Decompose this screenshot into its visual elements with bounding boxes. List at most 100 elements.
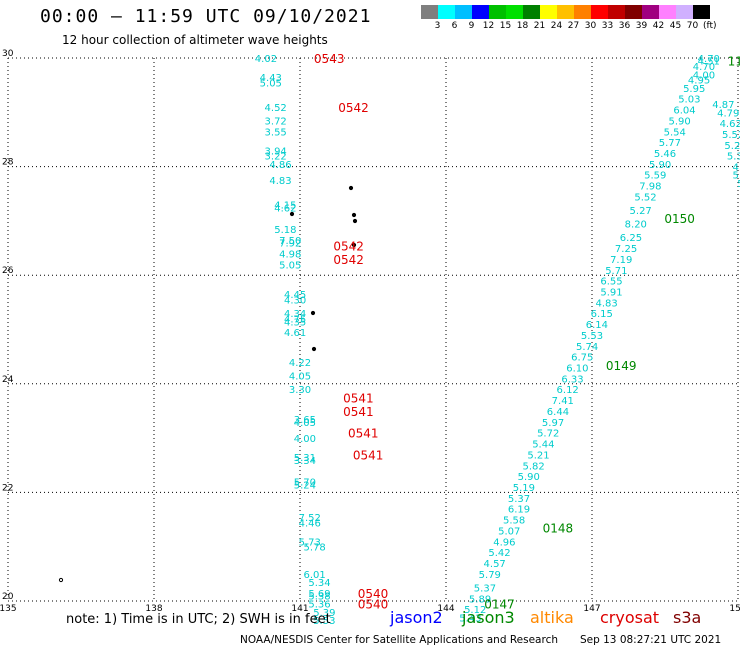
colorbar-label: 24 — [550, 21, 563, 31]
pass-time-label: 0542 — [333, 239, 364, 253]
swh-value-label: 7.19 — [610, 255, 632, 266]
swh-value-label: 5.59 — [644, 171, 666, 182]
colorbar-swatch — [557, 5, 574, 19]
swh-value-label: 4.30 — [284, 296, 306, 307]
swh-value-label: 6.01 — [303, 570, 325, 581]
footer-note: note: 1) Time is in UTC; 2) SWH is in fe… — [66, 612, 331, 627]
swh-value-label: 4.79 — [717, 108, 739, 119]
swh-value-label: 6.19 — [508, 505, 530, 516]
coastline-mark — [351, 242, 357, 248]
swh-value-label: 5.82 — [522, 461, 544, 472]
swh-value-label: 5.53 — [313, 616, 335, 627]
swh-value-label: 5.07 — [498, 526, 520, 537]
colorbar-swatch — [506, 5, 523, 19]
colorbar-swatch — [523, 5, 540, 19]
colorbar — [421, 5, 710, 19]
swh-value-label: 5.37 — [508, 494, 530, 505]
swh-value-label: 5.18 — [274, 225, 296, 236]
swh-value-label: 5.12 — [464, 605, 486, 616]
swh-value-label: 3.30 — [289, 385, 311, 396]
swh-value-label: 4.83 — [595, 298, 617, 309]
swh-value-label: 5.05 — [279, 260, 301, 271]
pass-time-label: 0148 — [543, 522, 574, 536]
swh-value-label: 8.20 — [625, 220, 647, 231]
swh-value-label: 4.70 — [698, 54, 720, 65]
swh-value-label: 5.54 — [664, 127, 686, 138]
swh-value-label: 5.70 — [294, 478, 316, 489]
swh-value-label: 7.41 — [552, 396, 574, 407]
legend-s3a: s3a — [673, 608, 702, 627]
swh-value-label: 5.43 — [459, 613, 481, 624]
colorbar-label: 3 — [434, 21, 441, 31]
colorbar-label: 6 — [451, 21, 458, 31]
pass-time-label: 0147 — [484, 598, 515, 612]
swh-value-label: 6.14 — [586, 320, 608, 331]
pass-time-label: 0540 — [358, 598, 389, 612]
colorbar-label: 30 — [584, 21, 597, 31]
swh-value-label: 5.19 — [513, 483, 535, 494]
swh-value-label: 5.72 — [537, 429, 559, 440]
swh-value-label: 5.36 — [308, 600, 330, 611]
swh-value-label: 5.52 — [722, 130, 740, 141]
swh-value-label: 5.24 — [294, 480, 316, 491]
swh-value-label: 6.15 — [591, 309, 613, 320]
swh-value-label: 5.39 — [313, 608, 335, 619]
swh-value-label: 6.75 — [571, 353, 593, 364]
swh-value-label: 5.79 — [479, 570, 501, 581]
chart-title: 00:00 — 11:59 UTC 09/10/2021 — [40, 6, 372, 27]
swh-value-label: 6.33 — [561, 374, 583, 385]
swh-value-label: 5.34 — [308, 578, 330, 589]
swh-value-label: 4.02 — [255, 54, 277, 65]
pass-time-label: 0540 — [358, 587, 389, 601]
swh-value-label: 4.83 — [269, 176, 291, 187]
colorbar-swatch — [642, 5, 659, 19]
swh-value-label: 4.00 — [294, 434, 316, 445]
swh-value-label: 4.98 — [279, 249, 301, 260]
swh-value-label: 5.42 — [488, 548, 510, 559]
swh-value-label: 6.10 — [566, 364, 588, 375]
swh-value-label: 5.90 — [649, 160, 671, 171]
colorbar-label: 70 — [686, 21, 699, 31]
colorbar-labels: 3 6 9 12 15 18 21 24 27 30 33 36 39 42 45 70 (ft) — [421, 21, 717, 31]
pass-time-label: 0149 — [606, 359, 637, 373]
swh-value-label: 3.72 — [265, 116, 287, 127]
colorbar-swatch — [625, 5, 642, 19]
swh-value-label: 3.22 — [265, 152, 287, 163]
y-tick-label: 24 — [2, 375, 14, 385]
swh-value-label: 4.43 — [260, 73, 282, 84]
pass-time-label: 0542 — [338, 101, 369, 115]
swh-value-label: 4.00 — [693, 70, 715, 81]
swh-value-label: 5.53 — [581, 331, 603, 342]
swh-value-label: 4.46 — [299, 518, 321, 529]
swh-value-label: 4.34 — [284, 309, 306, 320]
colorbar-label: 36 — [618, 21, 631, 31]
colorbar-label: 15 — [499, 21, 512, 31]
colorbar-swatch — [472, 5, 489, 19]
swh-value-label: 4.86 — [269, 160, 291, 171]
swh-value-label: 4.61 — [284, 328, 306, 339]
colorbar-label: 21 — [533, 21, 546, 31]
swh-value-label: 5.3 — [732, 171, 740, 182]
swh-value-label: 6.25 — [620, 233, 642, 244]
legend-altika: altika — [530, 608, 574, 627]
colorbar-swatch — [574, 5, 591, 19]
credit-line: NOAA/NESDIS Center for Satellite Applica… — [240, 634, 558, 646]
swh-value-label: 5.78 — [303, 543, 325, 554]
swh-value-label: 5.21 — [527, 450, 549, 461]
swh-value-label: 5.90 — [668, 116, 690, 127]
x-tick-label: 141 — [291, 604, 308, 614]
swh-value-label: 5 — [737, 179, 740, 190]
x-tick-label: 138 — [145, 604, 162, 614]
coastline-mark — [58, 577, 64, 583]
colorbar-swatch — [455, 5, 472, 19]
colorbar-swatch — [438, 5, 455, 19]
x-tick-label: 147 — [583, 604, 600, 614]
swh-value-label: 5.77 — [659, 138, 681, 149]
coastline-mark — [289, 211, 295, 217]
coastline-mark — [351, 212, 357, 218]
pass-time-label: 0543 — [314, 52, 345, 66]
y-tick-label: 30 — [2, 49, 14, 59]
colorbar-label: 18 — [516, 21, 529, 31]
swh-value-label: 4.05 — [294, 418, 316, 429]
